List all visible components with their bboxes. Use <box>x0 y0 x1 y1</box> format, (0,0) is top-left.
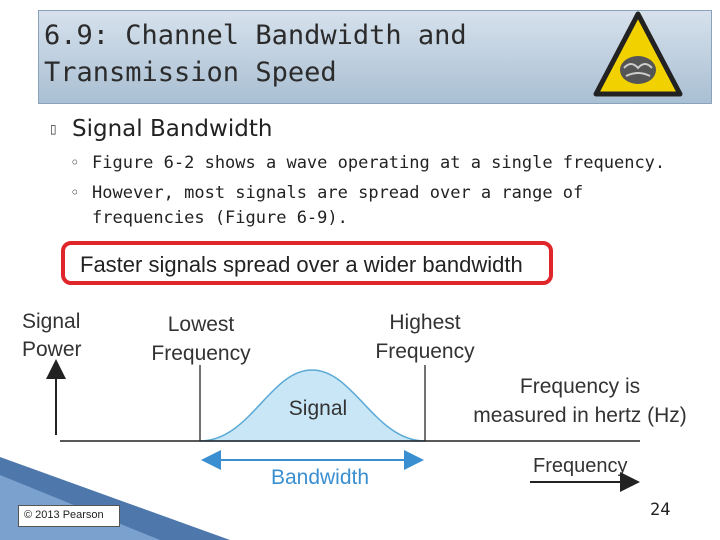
figure: Faster signals spread over a wider bandw… <box>0 241 687 540</box>
warning-icon <box>593 11 683 97</box>
banner-box <box>61 241 553 285</box>
page-number: 24 <box>650 500 671 520</box>
bandwidth-label: Bandwidth <box>271 466 369 489</box>
copyright: © 2013 Pearson <box>24 509 104 521</box>
signal-curve <box>199 369 426 442</box>
sub-bullet: Figure 6-2 shows a wave operating at a s… <box>92 153 666 173</box>
x-axis-label: Frequency <box>533 455 628 477</box>
curve-label: Signal <box>289 397 347 420</box>
copyright-box <box>18 505 120 527</box>
highest-label: Frequency <box>375 340 475 363</box>
lowest-label: Lowest <box>168 313 235 336</box>
y-axis-label: Signal <box>22 310 80 333</box>
sub-bullet-marker: ◦ <box>70 153 80 172</box>
banner: Faster signals spread over a wider bandw… <box>80 252 523 277</box>
title-line: 6.9: Channel Bandwidth and <box>44 20 467 51</box>
sub-bullet: However, most signals are spread over a … <box>92 183 584 203</box>
bullet: Signal Bandwidth <box>72 116 273 142</box>
note: measured in hertz (Hz) <box>473 404 687 427</box>
y-axis-label: Power <box>22 338 82 361</box>
sub-bullet: frequencies (Figure 6-9). <box>92 208 348 228</box>
bullet-marker: ▯ <box>50 122 57 136</box>
lowest-label: Frequency <box>151 342 251 365</box>
sub-bullet-marker: ◦ <box>70 183 80 202</box>
note: Frequency is <box>520 375 640 398</box>
highest-label: Highest <box>389 311 460 334</box>
title-line: Transmission Speed <box>44 57 337 88</box>
